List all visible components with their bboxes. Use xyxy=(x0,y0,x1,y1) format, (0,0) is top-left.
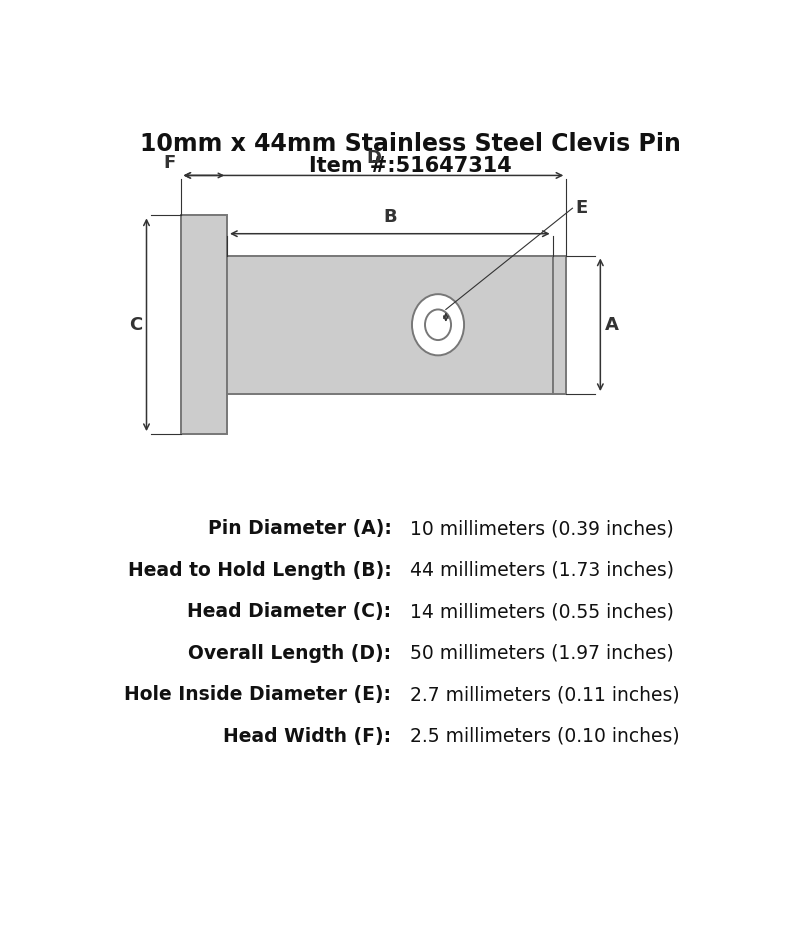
Text: Pin Diameter (A):: Pin Diameter (A): xyxy=(207,519,391,538)
Text: 2.7 millimeters (0.11 inches): 2.7 millimeters (0.11 inches) xyxy=(410,685,680,705)
Text: Hole Inside Diameter (E):: Hole Inside Diameter (E): xyxy=(124,685,391,705)
Text: 50 millimeters (1.97 inches): 50 millimeters (1.97 inches) xyxy=(410,644,674,663)
Text: Item #:51647314: Item #:51647314 xyxy=(309,156,511,176)
Circle shape xyxy=(412,294,464,356)
Text: 44 millimeters (1.73 inches): 44 millimeters (1.73 inches) xyxy=(410,561,674,580)
Text: 14 millimeters (0.55 inches): 14 millimeters (0.55 inches) xyxy=(410,603,674,622)
Text: Head Width (F):: Head Width (F): xyxy=(223,727,391,745)
Text: Overall Length (D):: Overall Length (D): xyxy=(188,644,391,663)
Bar xyxy=(227,255,553,394)
Text: E: E xyxy=(575,200,588,218)
Text: 2.5 millimeters (0.10 inches): 2.5 millimeters (0.10 inches) xyxy=(410,727,680,745)
Text: F: F xyxy=(163,154,175,172)
Text: 10 millimeters (0.39 inches): 10 millimeters (0.39 inches) xyxy=(410,519,674,538)
Text: B: B xyxy=(383,208,397,226)
Text: C: C xyxy=(129,316,142,334)
Text: D: D xyxy=(366,149,381,166)
Text: 10mm x 44mm Stainless Steel Clevis Pin: 10mm x 44mm Stainless Steel Clevis Pin xyxy=(139,131,681,156)
Bar xyxy=(553,255,566,394)
Circle shape xyxy=(425,309,451,340)
Text: A: A xyxy=(605,316,618,334)
Text: Head to Hold Length (B):: Head to Hold Length (B): xyxy=(128,561,391,580)
Bar xyxy=(181,216,227,434)
Text: Head Diameter (C):: Head Diameter (C): xyxy=(187,603,391,622)
